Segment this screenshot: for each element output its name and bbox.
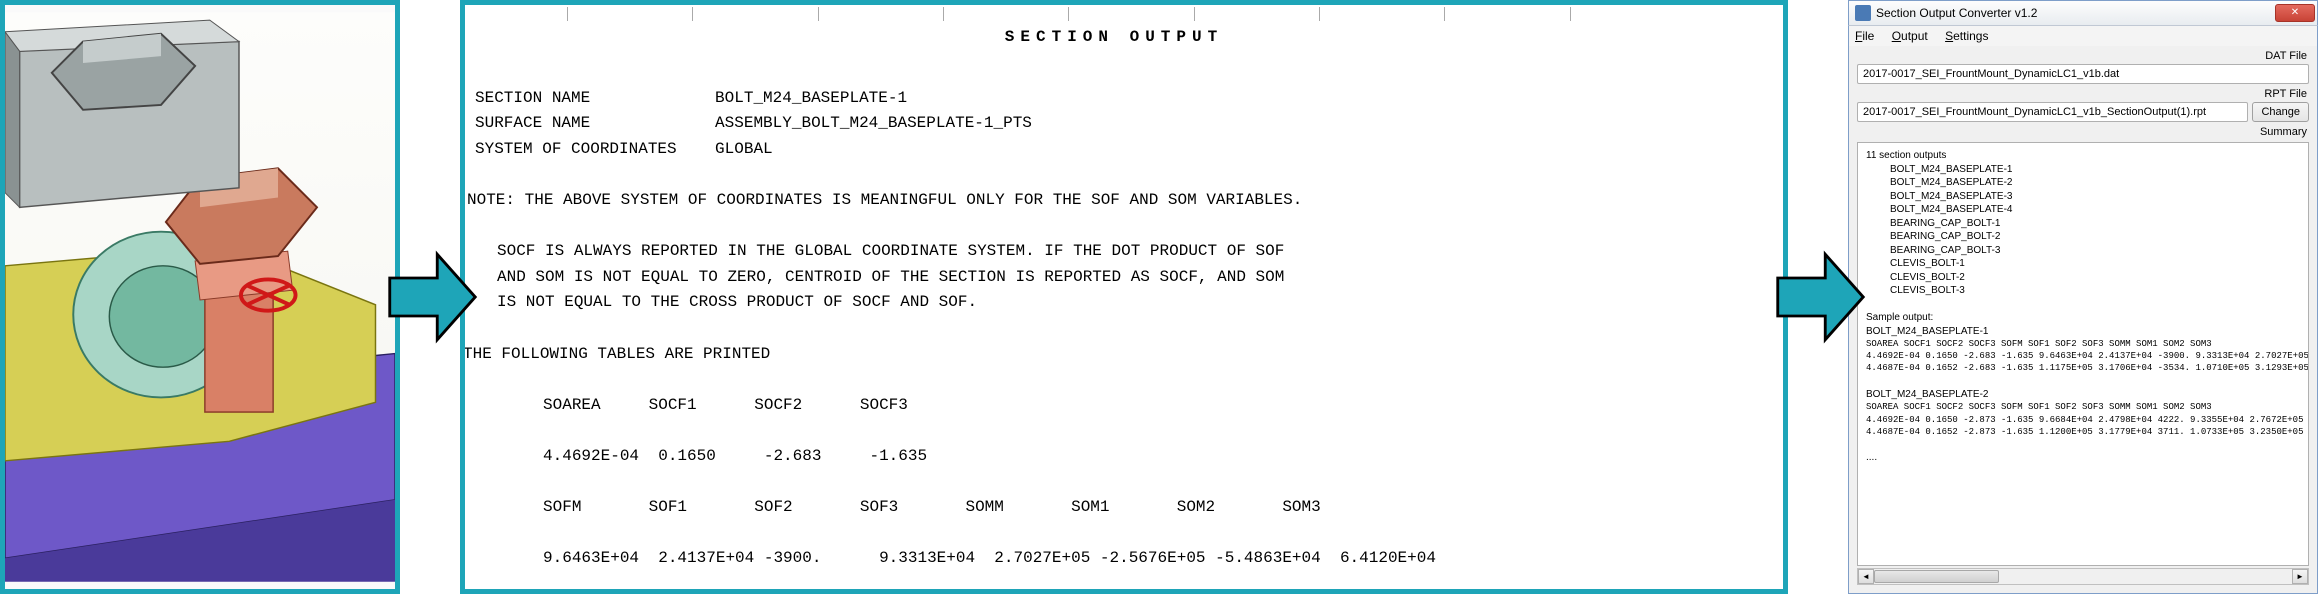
sample-header: SOAREA SOCF1 SOCF2 SOCF3 SOFM SOF1 SOF2 …: [1866, 338, 2300, 350]
summary-count: 11 section outputs: [1866, 149, 2300, 163]
change-button[interactable]: Change: [2252, 102, 2309, 122]
note-line-2a: SOCF IS ALWAYS REPORTED IN THE GLOBAL CO…: [497, 239, 1753, 265]
menubar: File Output Settings: [1848, 26, 2318, 46]
ellipsis: ....: [1866, 451, 2300, 465]
summary-item: BOLT_M24_BASEPLATE-2: [1890, 176, 2300, 190]
summary-item: CLEVIS_BOLT-1: [1890, 257, 2300, 271]
close-button[interactable]: ✕: [2275, 4, 2315, 22]
summary-label: Summary: [1857, 126, 2307, 138]
sample2-name: BOLT_M24_BASEPLATE-2: [1866, 388, 2300, 402]
summary-item: BEARING_CAP_BOLT-2: [1890, 230, 2300, 244]
horizontal-scrollbar[interactable]: ◄ ►: [1857, 568, 2309, 585]
summary-item: BEARING_CAP_BOLT-1: [1890, 217, 2300, 231]
sample1-name: BOLT_M24_BASEPLATE-1: [1866, 325, 2300, 339]
report-title: SECTION OUTPUT: [1005, 28, 1223, 46]
menu-output[interactable]: Output: [1892, 29, 1928, 43]
summary-item: BOLT_M24_BASEPLATE-3: [1890, 190, 2300, 204]
report-panel: SECTION OUTPUT SECTION NAME BOLT_M24_BAS…: [460, 0, 1788, 594]
table1-header: SOAREA SOCF1 SOCF2 SOCF3: [495, 393, 1753, 419]
titlebar[interactable]: Section Output Converter v1.2 ✕: [1848, 0, 2318, 26]
note-line-2c: IS NOT EQUAL TO THE CROSS PRODUCT OF SOC…: [497, 290, 1753, 316]
arrow-2: [1788, 0, 1848, 594]
table1-row: 4.4692E-04 0.1650 -2.683 -1.635: [495, 444, 1753, 470]
summary-item: CLEVIS_BOLT-2: [1890, 271, 2300, 285]
sample1-row2: 4.4687E-04 0.1652 -2.683 -1.635 1.1175E+…: [1866, 362, 2300, 374]
converter-app-window: Section Output Converter v1.2 ✕ File Out…: [1848, 0, 2318, 594]
cad-view-panel: [0, 0, 400, 594]
tables-printed-line: THE FOLLOWING TABLES ARE PRINTED: [463, 342, 1753, 368]
summary-item: BOLT_M24_BASEPLATE-4: [1890, 203, 2300, 217]
coord-sys-row: SYSTEM OF COORDINATES GLOBAL: [475, 137, 1753, 163]
arrow-1: [400, 0, 460, 594]
summary-textbox[interactable]: 11 section outputs BOLT_M24_BASEPLATE-1 …: [1857, 142, 2309, 566]
dat-file-label: DAT File: [1857, 50, 2307, 62]
app-icon: [1855, 5, 1871, 21]
summary-item: BOLT_M24_BASEPLATE-1: [1890, 163, 2300, 177]
sample1-row1: 4.4692E-04 0.1650 -2.683 -1.635 9.6463E+…: [1866, 350, 2300, 362]
sample-header: SOAREA SOCF1 SOCF2 SOCF3 SOFM SOF1 SOF2 …: [1866, 401, 2300, 413]
rpt-file-path[interactable]: 2017-0017_SEI_FrountMount_DynamicLC1_v1b…: [1857, 102, 2248, 122]
menu-file[interactable]: File: [1855, 29, 1874, 43]
menu-settings[interactable]: Settings: [1945, 29, 1988, 43]
sample-output-label: Sample output:: [1866, 311, 2300, 325]
summary-item: BEARING_CAP_BOLT-3: [1890, 244, 2300, 258]
sample2-row2: 4.4687E-04 0.1652 -2.873 -1.635 1.1200E+…: [1866, 426, 2300, 438]
window-title: Section Output Converter v1.2: [1876, 6, 2275, 20]
note-line-1: NOTE: THE ABOVE SYSTEM OF COORDINATES IS…: [467, 188, 1753, 214]
sample2-row1: 4.4692E-04 0.1650 -2.873 -1.635 9.6684E+…: [1866, 414, 2300, 426]
rpt-file-label: RPT File: [1857, 88, 2307, 100]
table2-header: SOFM SOF1 SOF2 SOF3 SOMM SOM1 SOM2 SOM3: [495, 495, 1753, 521]
summary-item: CLEVIS_BOLT-3: [1890, 284, 2300, 298]
scroll-thumb[interactable]: [1874, 570, 1999, 583]
scroll-right-icon[interactable]: ►: [2292, 569, 2308, 584]
surface-name-row: SURFACE NAME ASSEMBLY_BOLT_M24_BASEPLATE…: [475, 111, 1753, 137]
section-name-row: SECTION NAME BOLT_M24_BASEPLATE-1: [475, 86, 1753, 112]
note-line-2b: AND SOM IS NOT EQUAL TO ZERO, CENTROID O…: [497, 265, 1753, 291]
table2-row: 9.6463E+04 2.4137E+04 -3900. 9.3313E+04 …: [495, 546, 1753, 572]
scroll-left-icon[interactable]: ◄: [1858, 569, 1874, 584]
dat-file-path[interactable]: 2017-0017_SEI_FrountMount_DynamicLC1_v1b…: [1857, 64, 2309, 84]
cad-3d-view: [5, 5, 395, 589]
